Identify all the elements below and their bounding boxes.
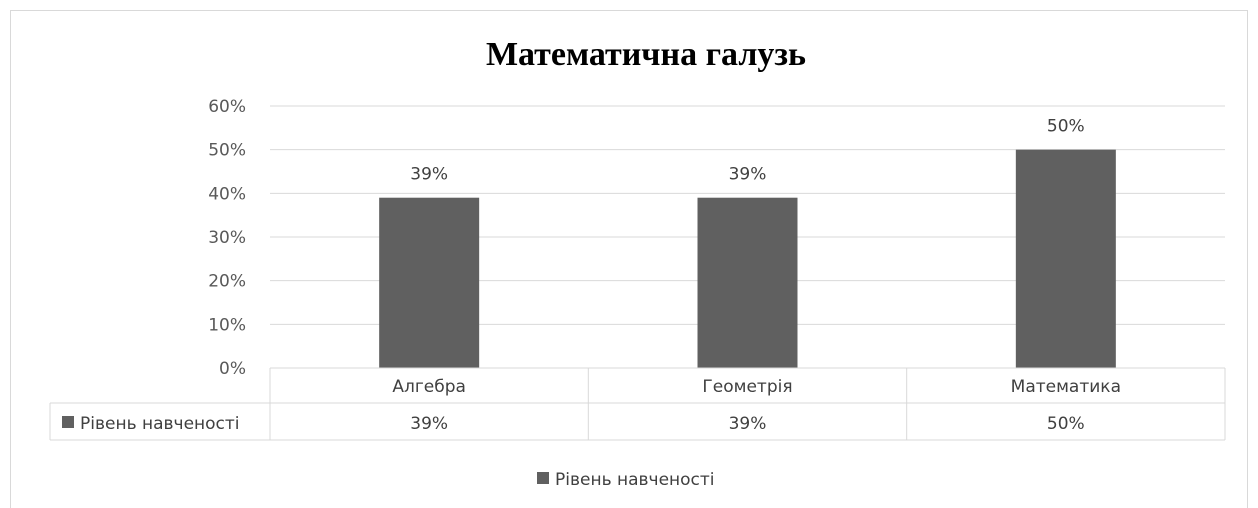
bar	[379, 197, 480, 368]
chart-title: Математична галузь	[486, 36, 806, 73]
table-value: 39%	[729, 414, 767, 434]
legend: Рівень навченості	[537, 470, 715, 490]
legend-key	[537, 472, 549, 484]
table-value: 50%	[1047, 414, 1085, 434]
x-category-label: Алгебра	[392, 377, 466, 397]
y-tick-label: 30%	[208, 228, 246, 248]
table-legend-key	[62, 416, 74, 428]
table-series-name: Рівень навченості	[80, 414, 240, 434]
bars	[379, 149, 1116, 368]
y-tick-label: 50%	[208, 141, 246, 161]
y-axis-ticks: 0% 10% 20% 30% 40% 50% 60%	[208, 97, 246, 379]
y-tick-label: 10%	[208, 315, 246, 335]
legend-label: Рівень навченості	[555, 470, 715, 490]
y-tick-label: 0%	[219, 359, 246, 379]
data-label: 39%	[410, 165, 448, 185]
bar	[697, 197, 798, 368]
x-category-label: Математика	[1011, 377, 1121, 397]
data-label: 50%	[1047, 117, 1085, 137]
y-tick-label: 20%	[208, 272, 246, 292]
table-value: 39%	[410, 414, 448, 434]
data-labels: 39% 39% 50%	[410, 117, 1084, 185]
y-tick-label: 40%	[208, 184, 246, 204]
bar	[1015, 149, 1116, 368]
y-tick-label: 60%	[208, 97, 246, 117]
data-label: 39%	[729, 165, 767, 185]
x-category-label: Геометрія	[702, 377, 792, 397]
data-table: Алгебра 39% Геометрія 39% Математика 50% Рівен…	[49, 367, 1226, 441]
